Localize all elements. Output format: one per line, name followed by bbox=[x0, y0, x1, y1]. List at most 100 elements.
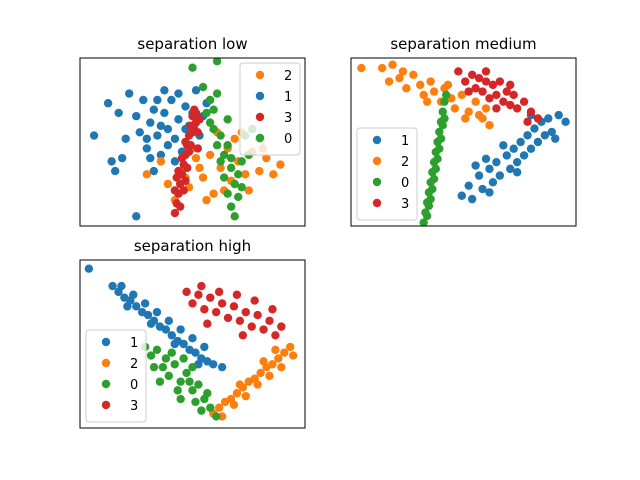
point-class-2 bbox=[253, 380, 262, 389]
point-class-0 bbox=[188, 362, 197, 372]
point-class-1 bbox=[554, 110, 563, 120]
point-class-2 bbox=[153, 95, 162, 105]
point-class-3 bbox=[212, 89, 222, 98]
point-class-3 bbox=[226, 202, 236, 211]
point-class-1 bbox=[241, 170, 250, 179]
point-class-2 bbox=[229, 400, 239, 410]
point-class-2 bbox=[149, 105, 159, 114]
point-class-1 bbox=[526, 144, 536, 153]
point-class-2 bbox=[426, 77, 435, 86]
point-class-2 bbox=[450, 104, 460, 113]
legend-marker-1 bbox=[255, 91, 265, 101]
point-class-3 bbox=[485, 94, 494, 103]
legend-label: 3 bbox=[284, 111, 292, 126]
point-class-1 bbox=[188, 334, 197, 343]
point-class-0 bbox=[177, 153, 187, 163]
point-class-1 bbox=[161, 325, 171, 334]
point-class-0 bbox=[203, 389, 212, 398]
point-class-0 bbox=[438, 107, 447, 116]
point-class-3 bbox=[205, 118, 215, 127]
point-class-3 bbox=[235, 316, 245, 326]
point-class-3 bbox=[223, 189, 232, 198]
point-class-3 bbox=[212, 58, 222, 66]
point-class-2 bbox=[259, 357, 268, 366]
point-class-2 bbox=[89, 131, 99, 140]
point-class-1 bbox=[84, 264, 94, 273]
point-class-0 bbox=[179, 354, 188, 363]
point-class-3 bbox=[467, 70, 477, 80]
legend-label: 2 bbox=[401, 155, 409, 170]
point-class-1 bbox=[209, 189, 218, 198]
point-class-3 bbox=[506, 100, 515, 110]
point-class-3 bbox=[499, 97, 508, 106]
point-class-2 bbox=[384, 77, 394, 86]
point-class-1 bbox=[179, 339, 188, 349]
legend-label: 2 bbox=[130, 357, 138, 372]
legend-label: 1 bbox=[401, 134, 409, 149]
point-class-3 bbox=[488, 80, 498, 90]
point-class-1 bbox=[200, 342, 209, 352]
point-class-0 bbox=[174, 166, 183, 176]
point-class-2 bbox=[265, 371, 274, 381]
point-class-0 bbox=[422, 211, 432, 221]
point-class-3 bbox=[229, 302, 239, 311]
point-class-3 bbox=[509, 90, 518, 100]
legend: 1 2 0 3 bbox=[356, 127, 418, 221]
point-class-2 bbox=[167, 95, 176, 105]
point-class-2 bbox=[156, 121, 166, 131]
point-class-1 bbox=[512, 168, 522, 177]
axes-frame bbox=[79, 259, 306, 429]
point-class-0 bbox=[155, 377, 165, 386]
point-class-1 bbox=[205, 150, 215, 160]
point-class-3 bbox=[219, 150, 229, 160]
point-class-3 bbox=[268, 305, 277, 314]
legend-label: 0 bbox=[284, 132, 292, 147]
legend-marker-1 bbox=[101, 337, 111, 347]
point-class-3 bbox=[216, 131, 225, 140]
point-class-2 bbox=[402, 84, 411, 93]
point-class-3 bbox=[277, 322, 286, 331]
point-class-1 bbox=[540, 131, 550, 140]
legend-marker-3 bbox=[255, 112, 265, 122]
point-class-0 bbox=[172, 173, 181, 182]
point-class-0 bbox=[433, 154, 442, 163]
point-class-2 bbox=[181, 102, 190, 111]
point-class-1 bbox=[216, 163, 225, 173]
point-class-2 bbox=[160, 86, 169, 95]
point-class-0 bbox=[424, 201, 434, 211]
point-class-3 bbox=[533, 114, 543, 123]
point-class-3 bbox=[506, 80, 515, 90]
legend-box bbox=[356, 127, 418, 221]
point-class-0 bbox=[419, 218, 428, 226]
point-class-1 bbox=[471, 161, 480, 170]
legend-marker-1 bbox=[372, 135, 382, 145]
point-class-3 bbox=[223, 141, 232, 150]
point-class-3 bbox=[209, 105, 218, 114]
point-class-3 bbox=[212, 141, 222, 150]
point-class-2 bbox=[280, 348, 289, 357]
point-class-1 bbox=[146, 319, 156, 328]
point-class-1 bbox=[474, 171, 484, 180]
legend-marker-0 bbox=[255, 133, 265, 143]
point-class-0 bbox=[173, 386, 182, 395]
point-class-0 bbox=[194, 380, 203, 389]
point-class-3 bbox=[205, 95, 215, 105]
point-class-1 bbox=[481, 154, 491, 163]
point-class-3 bbox=[454, 67, 463, 76]
point-class-3 bbox=[461, 77, 470, 86]
point-class-2 bbox=[481, 104, 491, 113]
point-class-2 bbox=[135, 128, 144, 137]
point-class-1 bbox=[132, 302, 141, 311]
point-class-0 bbox=[175, 202, 185, 211]
point-class-3 bbox=[232, 290, 242, 299]
point-class-2 bbox=[110, 166, 120, 176]
point-class-2 bbox=[474, 110, 484, 120]
point-class-2 bbox=[191, 86, 201, 95]
point-class-3 bbox=[217, 299, 227, 308]
point-class-3 bbox=[194, 290, 203, 299]
legend-label: 1 bbox=[130, 336, 138, 351]
point-class-3 bbox=[250, 296, 259, 305]
point-class-3 bbox=[471, 84, 480, 93]
point-class-0 bbox=[428, 184, 437, 194]
